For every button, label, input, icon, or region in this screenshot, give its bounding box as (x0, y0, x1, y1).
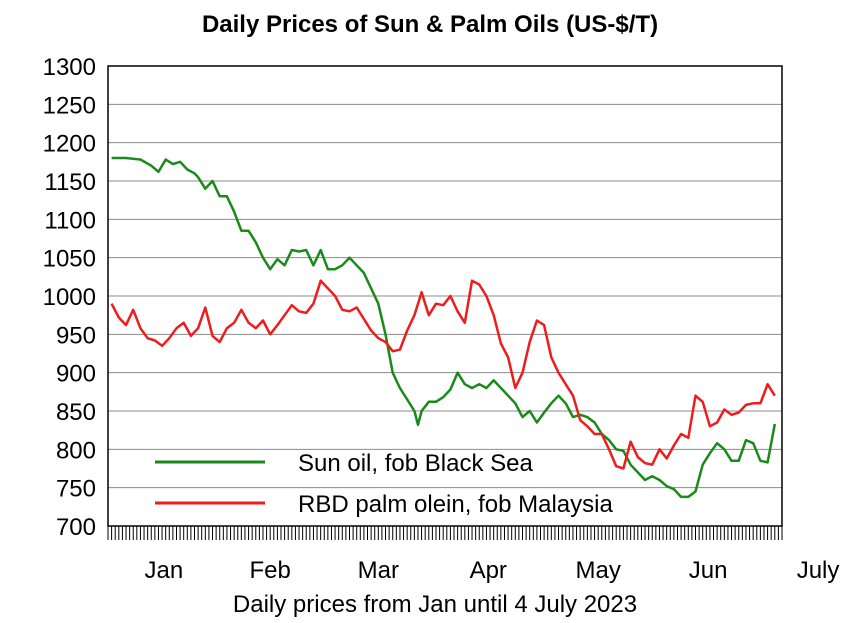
y-tick-label: 1200 (43, 131, 96, 158)
y-tick-label: 1100 (44, 207, 96, 234)
y-tick-label: 1150 (44, 169, 96, 196)
month-label-feb: Feb (250, 557, 291, 584)
month-label-mar: Mar (358, 557, 399, 584)
y-tick-label: 1300 (43, 54, 96, 81)
y-tick-labels: 700 750 800 850 900 950 1000 1050 1100 1150 1200 12… (43, 54, 96, 541)
y-tick-label: 1250 (43, 92, 96, 119)
legend: Sun oil, fob Black Sea RBD palm olein, f… (155, 450, 613, 518)
y-tick-label: 1000 (43, 284, 96, 311)
y-tick-label: 1050 (43, 246, 96, 273)
series-line-sun-oil (111, 156, 777, 499)
series-lines (110, 156, 777, 499)
series-line-palm-olein (110, 279, 776, 470)
month-label-jun: Jun (689, 557, 728, 584)
y-tick-label: 700 (56, 514, 96, 541)
y-tick-label: 800 (56, 437, 96, 464)
legend-label-sun-oil: Sun oil, fob Black Sea (298, 450, 533, 477)
grid-lines (108, 103, 782, 489)
month-label-jan: Jan (145, 557, 184, 584)
plot-frame (107, 65, 783, 527)
x-minor-ticks (107, 526, 783, 540)
month-label-apr: Apr (470, 557, 507, 584)
month-label-may: May (576, 557, 621, 584)
legend-label-palm-olein: RBD palm olein, fob Malaysia (298, 491, 613, 518)
month-labels: Jan Feb Mar Apr May Jun July (145, 557, 840, 584)
y-tick-label: 950 (56, 322, 96, 349)
y-tick-label: 900 (56, 361, 96, 388)
month-label-july: July (797, 557, 840, 584)
y-tick-label: 750 (56, 476, 96, 503)
x-axis-label: Daily prices from Jan until 4 July 2023 (233, 591, 637, 618)
y-tick-label: 850 (56, 399, 96, 426)
chart-title: Daily Prices of Sun & Palm Oils (US-$/T) (202, 11, 658, 38)
